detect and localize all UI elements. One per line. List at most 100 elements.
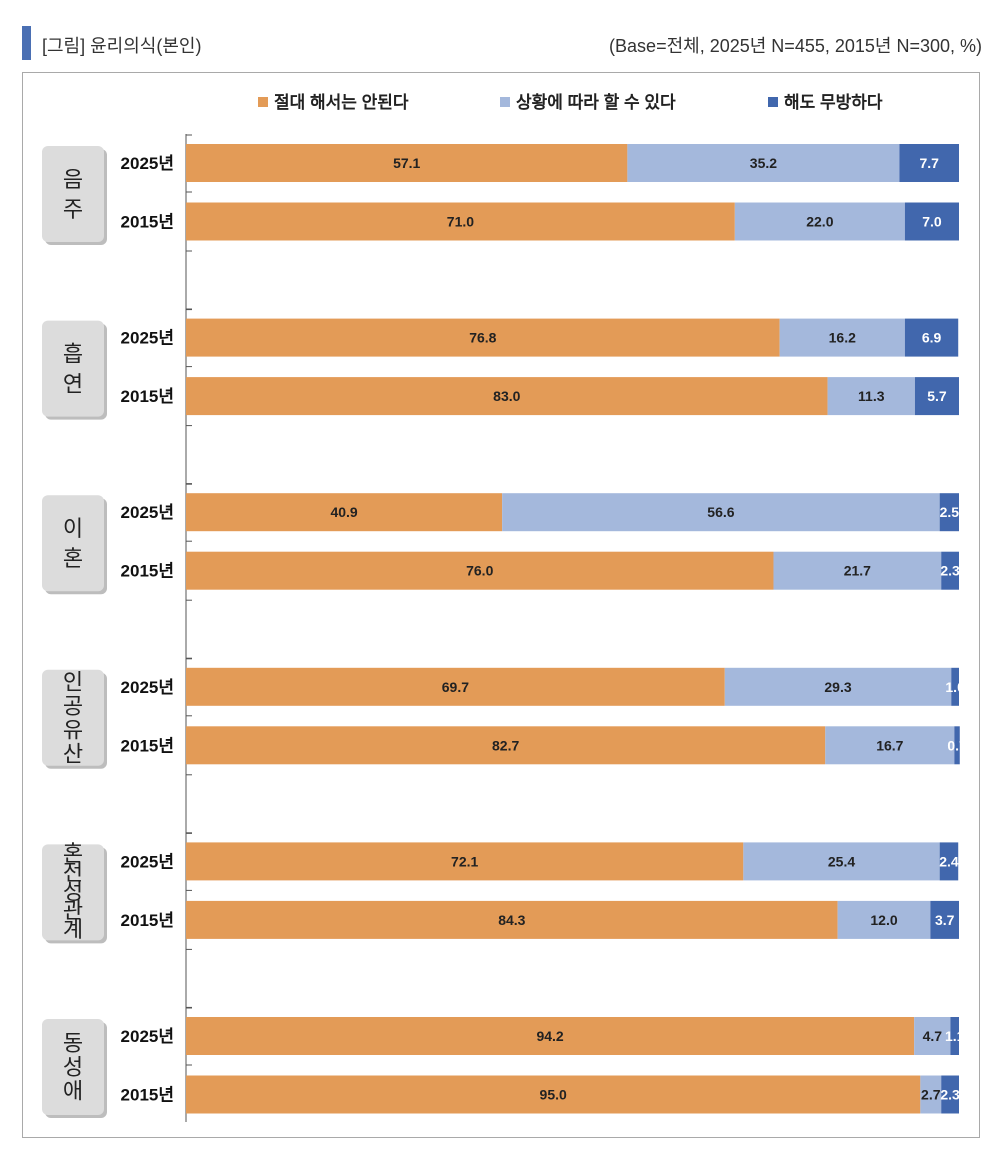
bar-segment bbox=[186, 318, 780, 357]
bar-segment bbox=[899, 144, 959, 182]
category-label-char: 이 bbox=[63, 516, 83, 541]
bar-segment bbox=[951, 667, 959, 706]
data-label: 16.7 bbox=[876, 737, 903, 753]
year-label: 2015년 bbox=[121, 911, 174, 930]
bar-segment bbox=[186, 1017, 915, 1055]
bar-segment bbox=[186, 202, 735, 241]
category-label-char: 흡 bbox=[63, 342, 83, 367]
bar-segment bbox=[186, 377, 828, 416]
category-label-char: 혼 bbox=[63, 841, 83, 866]
category-label-char: 혼 bbox=[63, 546, 83, 571]
bar-segment bbox=[186, 1075, 921, 1114]
bar-segment bbox=[837, 900, 931, 939]
year-label: 2015년 bbox=[121, 736, 174, 755]
bar-segment bbox=[920, 1075, 942, 1114]
bar-segment bbox=[825, 726, 955, 765]
bar-segment bbox=[186, 551, 774, 590]
bar-segment bbox=[627, 144, 900, 182]
category-label-char: 애 bbox=[63, 1079, 83, 1104]
category-label-char: 음 bbox=[63, 167, 83, 192]
data-label: 1.0 bbox=[945, 679, 965, 695]
data-label: 2.3 bbox=[940, 563, 960, 579]
bar-segment bbox=[724, 667, 952, 706]
data-label: 83.0 bbox=[493, 388, 520, 404]
bar-segment bbox=[941, 1075, 959, 1114]
category-label-char: 유 bbox=[63, 717, 83, 742]
data-label: 25.4 bbox=[828, 853, 855, 869]
category-box bbox=[42, 844, 104, 941]
data-label: 2.5 bbox=[940, 504, 960, 520]
bar-segment bbox=[186, 667, 725, 706]
bar-segment bbox=[914, 377, 959, 416]
category-box bbox=[42, 669, 104, 766]
bar-segment bbox=[939, 842, 959, 881]
category-box bbox=[42, 320, 104, 417]
category-label-char: 전 bbox=[63, 860, 83, 885]
data-label: 1.1 bbox=[945, 1028, 965, 1044]
title-accent-bar bbox=[22, 26, 31, 60]
legend-swatch bbox=[768, 97, 778, 107]
bar-segment bbox=[904, 318, 959, 357]
data-label: 29.3 bbox=[824, 679, 851, 695]
bar-segment bbox=[773, 551, 942, 590]
bar-segment bbox=[186, 842, 744, 881]
year-label: 2025년 bbox=[121, 678, 174, 697]
data-label: 2.3 bbox=[940, 1087, 960, 1103]
bar-segment bbox=[186, 900, 838, 939]
bar-segment bbox=[743, 842, 940, 881]
bar-segment bbox=[186, 144, 628, 182]
data-label: 12.0 bbox=[870, 912, 897, 928]
bar-segment bbox=[186, 726, 826, 765]
data-label: 76.8 bbox=[469, 330, 496, 346]
data-label: 5.7 bbox=[927, 388, 947, 404]
data-label: 2.4 bbox=[939, 853, 959, 869]
data-label: 95.0 bbox=[540, 1087, 567, 1103]
bar-segment bbox=[941, 551, 959, 590]
year-label: 2015년 bbox=[121, 562, 174, 581]
bar-segment bbox=[904, 202, 959, 241]
year-label: 2015년 bbox=[121, 1086, 174, 1105]
category-box bbox=[42, 1019, 104, 1115]
data-label: 16.2 bbox=[829, 330, 856, 346]
year-label: 2015년 bbox=[121, 387, 174, 406]
category-label-char: 연 bbox=[63, 372, 83, 397]
year-label: 2025년 bbox=[121, 329, 174, 348]
data-label: 40.9 bbox=[330, 504, 357, 520]
year-label: 2025년 bbox=[121, 503, 174, 522]
data-label: 22.0 bbox=[806, 214, 833, 230]
category-label-char: 성 bbox=[63, 879, 83, 904]
bar-segment bbox=[950, 1017, 959, 1055]
data-label: 21.7 bbox=[844, 563, 871, 579]
legend-swatch bbox=[500, 97, 510, 107]
figure-header: [그림] 윤리의식(본인) (Base=전체, 2025년 N=455, 201… bbox=[22, 26, 982, 60]
data-label: 7.7 bbox=[920, 155, 940, 171]
data-label: 3.7 bbox=[935, 912, 955, 928]
bar-segment bbox=[914, 1017, 951, 1055]
year-label: 2015년 bbox=[121, 213, 174, 232]
data-label: 35.2 bbox=[750, 155, 777, 171]
bar-segment bbox=[939, 493, 959, 532]
data-label: 82.7 bbox=[492, 737, 519, 753]
year-label: 2025년 bbox=[121, 852, 174, 871]
data-label: 57.1 bbox=[393, 155, 420, 171]
bar-segment bbox=[734, 202, 905, 241]
category-label-char: 관 bbox=[63, 898, 83, 923]
bar-segment bbox=[954, 726, 960, 765]
category-label-char: 인 bbox=[63, 669, 83, 694]
category-box bbox=[42, 146, 104, 242]
data-label: 0.7 bbox=[947, 737, 967, 753]
bar-segment bbox=[930, 900, 959, 939]
legend-swatch bbox=[258, 97, 268, 107]
legend-label: 상황에 따라 할 수 있다 bbox=[516, 93, 676, 112]
legend-label: 해도 무방하다 bbox=[784, 93, 883, 112]
year-label: 2025년 bbox=[121, 154, 174, 173]
bar-segment bbox=[186, 493, 503, 532]
bar-segment bbox=[827, 377, 915, 416]
bar-segment bbox=[779, 318, 905, 357]
data-label: 11.3 bbox=[858, 388, 885, 404]
category-label-char: 공 bbox=[63, 693, 83, 718]
data-label: 76.0 bbox=[466, 563, 493, 579]
category-label-char: 성 bbox=[63, 1055, 83, 1080]
legend-label: 절대 해서는 안된다 bbox=[274, 92, 409, 112]
